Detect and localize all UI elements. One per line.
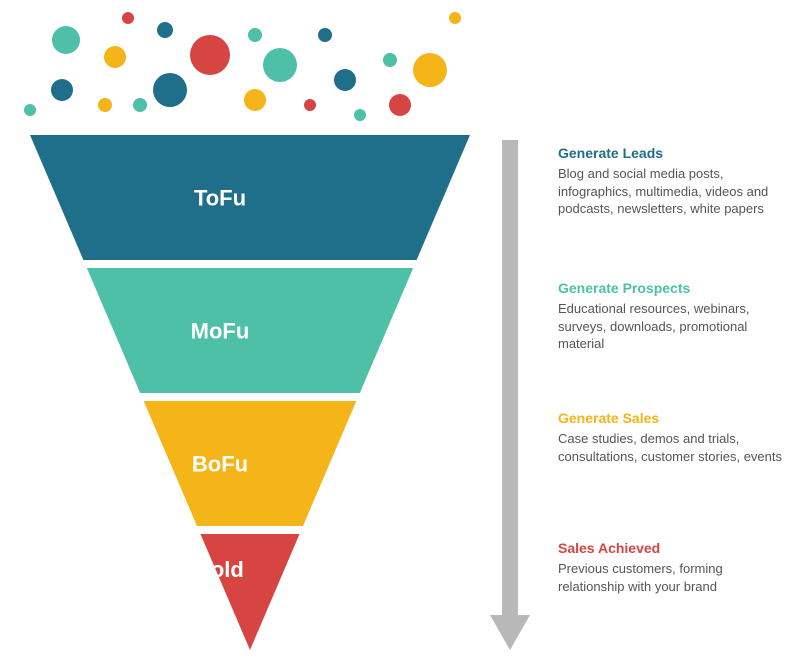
panel-body: Educational resources, webinars, surveys… — [558, 300, 788, 353]
panel-title: Generate Prospects — [558, 280, 788, 296]
side-panels: Generate Leads Blog and social media post… — [0, 0, 801, 666]
panel-body: Blog and social media posts, infographic… — [558, 165, 788, 218]
panel-body: Previous customers, forming relationship… — [558, 560, 788, 595]
panel-generate-prospects: Generate Prospects Educational resources,… — [558, 280, 788, 353]
panel-title: Sales Achieved — [558, 540, 788, 556]
panel-generate-sales: Generate Sales Case studies, demos and tr… — [558, 410, 788, 465]
panel-body: Case studies, demos and trials, consulta… — [558, 430, 788, 465]
panel-sales-achieved: Sales Achieved Previous customers, formin… — [558, 540, 788, 595]
panel-title: Generate Leads — [558, 145, 788, 161]
panel-title: Generate Sales — [558, 410, 788, 426]
panel-generate-leads: Generate Leads Blog and social media post… — [558, 145, 788, 218]
